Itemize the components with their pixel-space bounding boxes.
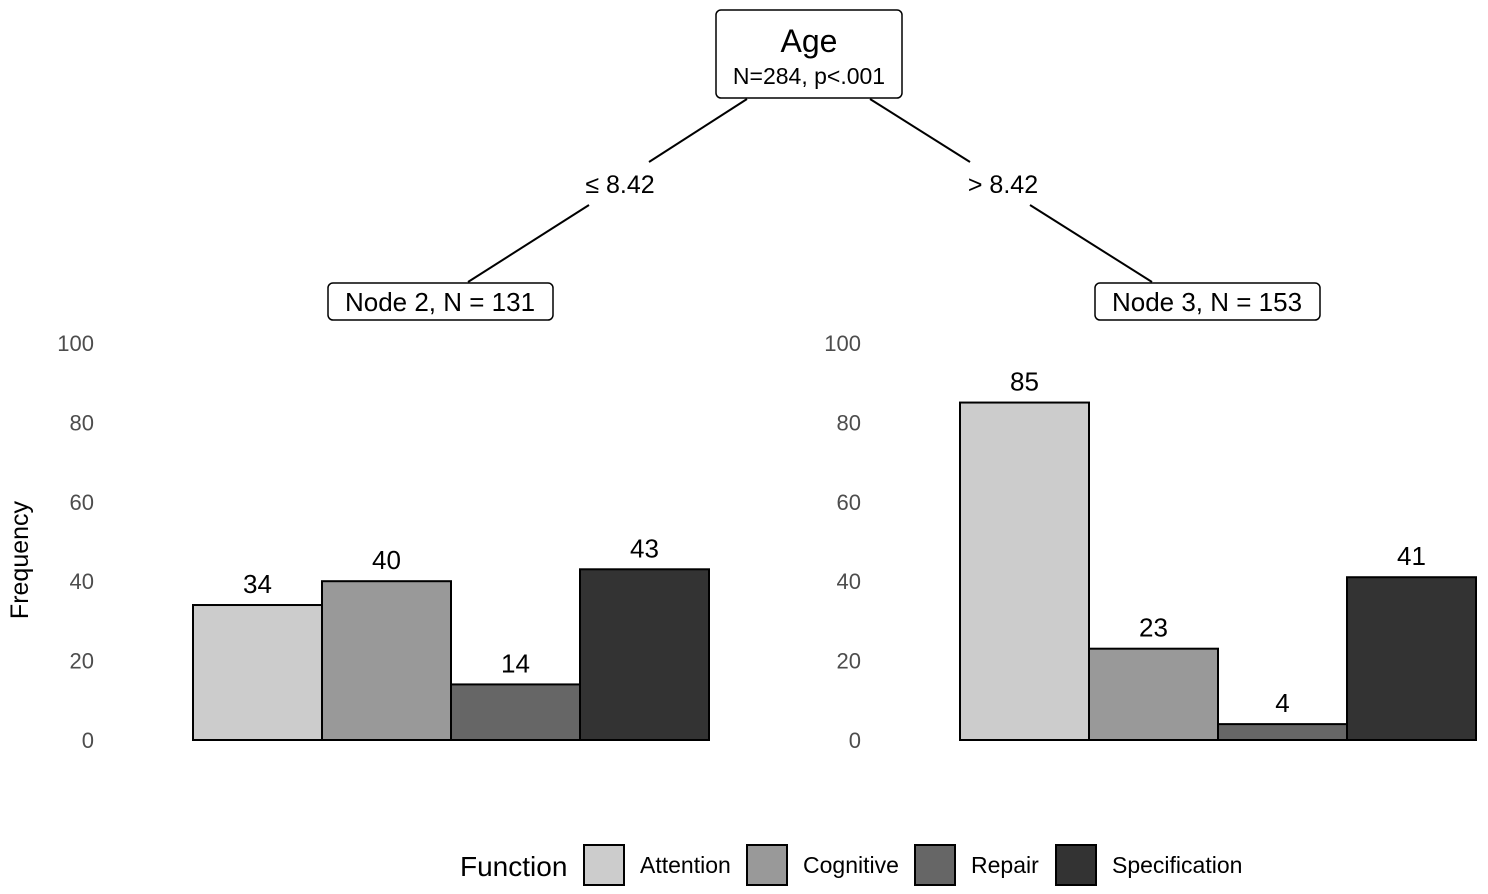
y-tick-label: 40 [837, 569, 861, 594]
y-axis-title: Frequency [6, 500, 34, 619]
bar-value-label: 85 [1010, 367, 1039, 397]
bar-value-label: 14 [501, 648, 530, 678]
edge-root-left-upper [648, 98, 748, 163]
y-tick-label: 80 [70, 410, 94, 435]
node-right-text: Node 3, N = 153 [1112, 287, 1302, 317]
node-left-text: Node 2, N = 131 [345, 287, 535, 317]
legend: Function Attention Cognitive Repair Specifi… [460, 844, 1242, 886]
bar-specification [1346, 576, 1477, 741]
edge-root-left-lower [467, 204, 590, 283]
legend-key-cognitive [746, 844, 788, 886]
node-right-box [1094, 282, 1321, 321]
bar-repair [1217, 723, 1348, 741]
y-tick-label: 20 [837, 649, 861, 674]
bar-value-label: 41 [1397, 541, 1426, 571]
bar-attention [959, 401, 1090, 741]
tree-edges [467, 98, 1153, 283]
panel-node-3: 0 20 40 60 80 100 85 23 4 41 [824, 331, 1477, 753]
y-tick-label: 0 [82, 728, 94, 753]
y-tick-label: 40 [70, 569, 94, 594]
y-tick-label: 60 [70, 490, 94, 515]
legend-key-attention [583, 844, 625, 886]
bar-specification [579, 568, 710, 741]
y-tick-label: 0 [849, 728, 861, 753]
root-node-stats: N=284, p<.001 [733, 63, 885, 89]
y-tick-label: 20 [70, 649, 94, 674]
legend-label-cognitive: Cognitive [803, 852, 899, 878]
root-node-box [715, 9, 903, 99]
legend-label-attention: Attention [640, 852, 731, 878]
node-left-label: Node 2, N = 131 [327, 282, 554, 321]
bar-attention [192, 604, 323, 742]
y-tick-label: 100 [57, 331, 94, 356]
split-left-label: ≤ 8.42 [585, 171, 654, 199]
node-right-label: Node 3, N = 153 [1094, 282, 1321, 321]
bar-value-label: 40 [372, 545, 401, 575]
bar-value-label: 4 [1275, 688, 1289, 718]
bar-value-label: 23 [1139, 613, 1168, 643]
edge-root-right-lower [1029, 204, 1153, 283]
bar-repair [450, 683, 581, 741]
root-node-title: Age [781, 23, 838, 59]
bar-value-label: 43 [630, 533, 659, 563]
panel-node-2: 0 20 40 60 80 100 34 40 14 43 [57, 331, 710, 753]
bar-value-label: 34 [243, 569, 272, 599]
root-node: Age N=284, p<.001 [715, 9, 903, 99]
legend-label-specification: Specification [1112, 852, 1242, 878]
y-tick-label: 100 [824, 331, 861, 356]
y-tick-label: 60 [837, 490, 861, 515]
split-right-label: > 8.42 [968, 171, 1038, 199]
legend-key-specification [1055, 844, 1097, 886]
legend-label-repair: Repair [971, 852, 1039, 878]
node-left-box [327, 282, 554, 321]
legend-key-repair [914, 844, 956, 886]
bar-cognitive [1088, 647, 1219, 741]
bar-cognitive [321, 580, 452, 742]
y-tick-label: 80 [837, 410, 861, 435]
edge-root-right-upper [869, 98, 971, 163]
legend-title: Function [460, 851, 567, 882]
